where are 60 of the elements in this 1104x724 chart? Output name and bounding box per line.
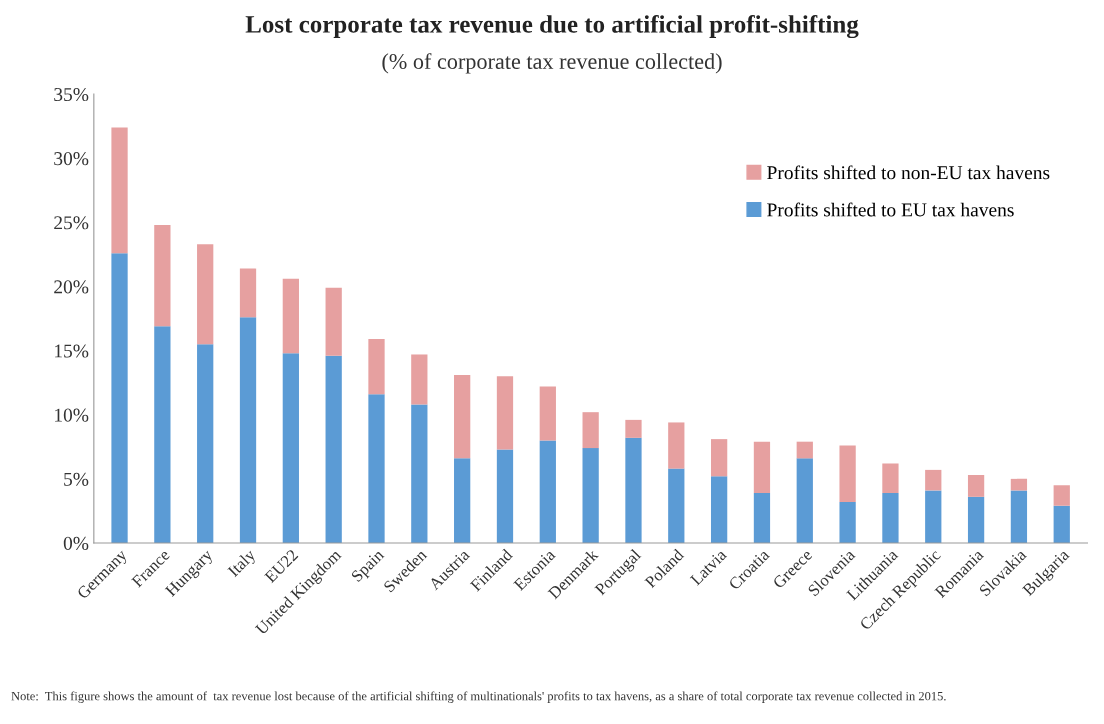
bar — [454, 458, 471, 543]
bar — [882, 463, 899, 493]
bar — [197, 344, 214, 543]
bar — [796, 441, 813, 459]
bar — [1053, 485, 1070, 506]
y-tick-label: 35% — [54, 87, 89, 102]
bar — [668, 422, 685, 469]
y-tick-label: 25% — [54, 216, 89, 230]
bar — [282, 353, 299, 543]
bar — [496, 449, 514, 543]
bar — [839, 501, 856, 543]
y-tick-label: 15% — [55, 344, 89, 358]
bar — [882, 492, 899, 543]
bar — [368, 339, 385, 395]
bar — [154, 326, 171, 543]
bar — [839, 445, 856, 502]
bar — [539, 386, 556, 441]
bar — [411, 404, 428, 543]
bar — [967, 496, 985, 543]
chart-title: Lost corporate tax revenue due to artificial profit-shifting — [245, 14, 859, 39]
bar — [197, 244, 214, 345]
bar — [539, 440, 556, 543]
bar — [496, 376, 514, 450]
bar — [582, 448, 599, 543]
bar — [710, 476, 728, 543]
bar — [753, 492, 771, 543]
bar — [582, 412, 599, 449]
bar — [753, 441, 771, 493]
bar — [239, 268, 257, 318]
bar — [368, 394, 385, 543]
bar — [325, 355, 342, 543]
bar — [1053, 505, 1070, 543]
y-tick-label: 20% — [54, 280, 89, 294]
bar — [925, 490, 942, 543]
bar — [239, 317, 257, 543]
y-tick-label: 10% — [55, 408, 89, 422]
bar — [796, 458, 813, 543]
y-tick-label: 0% — [63, 536, 89, 550]
bar — [668, 468, 685, 543]
bar — [1010, 478, 1028, 491]
bar — [111, 253, 128, 543]
bar — [967, 475, 985, 497]
bar — [154, 224, 171, 327]
bar — [625, 437, 642, 543]
bar — [454, 374, 471, 459]
y-tick-label: 5% — [64, 472, 89, 486]
x-tick-label: Italy — [226, 547, 259, 580]
bar — [282, 278, 299, 354]
bar — [1010, 490, 1028, 543]
y-tick-label: 30% — [54, 152, 89, 166]
bar — [625, 419, 642, 438]
bar — [925, 469, 942, 491]
bar — [325, 287, 342, 356]
text: Note: This figure shows the amount of tax revenue lost because of the artificial shifting of multinationals' profits to tax havens, as a share of total corporate tax revenue collected in 2015. — [11, 691, 946, 703]
legend-label: Profits shifted to non-EU tax havens — [767, 165, 1050, 180]
bar — [710, 439, 728, 477]
legend-label: Profits shifted to EU tax havens — [767, 202, 1014, 217]
chart-subtitle: (% of corporate tax revenue collected) — [382, 53, 722, 74]
bar — [411, 354, 428, 405]
bar — [111, 127, 128, 254]
